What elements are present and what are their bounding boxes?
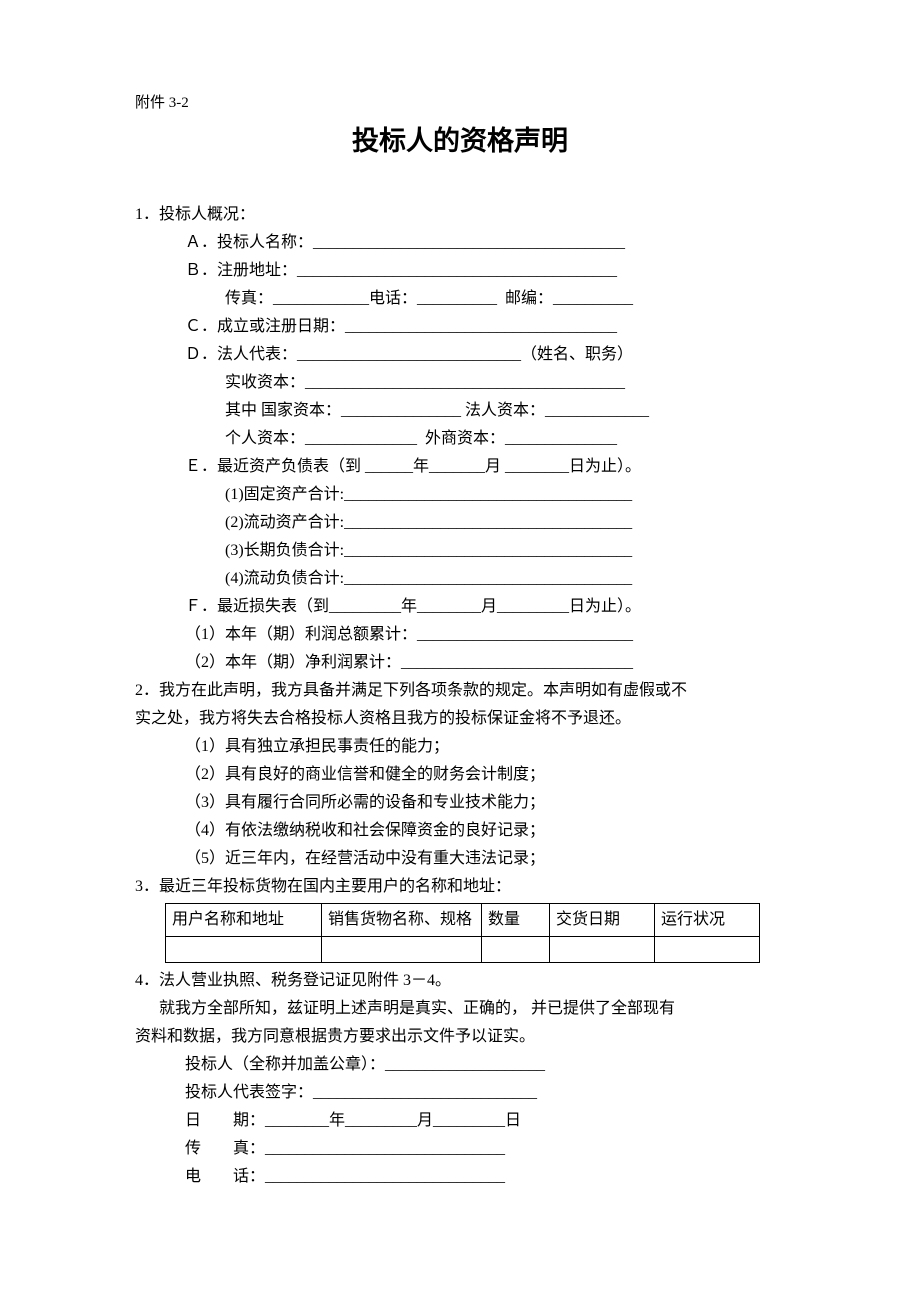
field-registration-date: Ｃ．成立或注册日期：______________________________… <box>135 313 785 341</box>
signature-rep: 投标人代表签字：____________________________ <box>135 1079 785 1107</box>
page-title: 投标人的资格声明 <box>135 118 785 165</box>
field-legal-rep: Ｄ．法人代表：____________________________（姓名、职… <box>135 341 785 369</box>
section-1-heading: 1．投标人概况： <box>135 201 785 229</box>
field-loss-table: Ｆ．最近损失表（到_________年________月_________日为止… <box>135 593 785 621</box>
field-current-debt: (4)流动负债合计:______________________________… <box>135 565 785 593</box>
attachment-label: 附件 3-2 <box>135 90 785 116</box>
field-address: Ｂ．注册地址：_________________________________… <box>135 257 785 285</box>
table-cell <box>655 936 760 962</box>
field-current-assets: (2)流动资产合计:______________________________… <box>135 509 785 537</box>
table-cell <box>482 936 550 962</box>
field-state-legal-capital: 其中 国家资本：_______________ 法人资本：___________… <box>135 397 785 425</box>
table-cell <box>322 936 482 962</box>
table-header: 运行状况 <box>655 903 760 936</box>
field-long-term-debt: (3)长期负债合计:______________________________… <box>135 537 785 565</box>
section-2-p1: 2．我方在此声明，我方具备并满足下列各项条款的规定。本声明如有虚假或不 <box>135 677 785 705</box>
declaration-item-1: （1）具有独立承担民事责任的能力； <box>135 733 785 761</box>
table-cell <box>550 936 655 962</box>
field-total-profit: （1）本年（期）利润总额累计：_________________________… <box>135 621 785 649</box>
table-header-row: 用户名称和地址 销售货物名称、规格 数量 交货日期 运行状况 <box>166 903 760 936</box>
users-table: 用户名称和地址 销售货物名称、规格 数量 交货日期 运行状况 <box>165 903 760 963</box>
section-2-p2: 实之处，我方将失去合格投标人资格且我方的投标保证金将不予退还。 <box>135 705 785 733</box>
section-1: 1．投标人概况： Ａ．投标人名称：_______________________… <box>135 201 785 677</box>
section-3: 3．最近三年投标货物在国内主要用户的名称和地址： 用户名称和地址 销售货物名称、… <box>135 873 785 963</box>
table-header: 数量 <box>482 903 550 936</box>
field-fixed-assets: (1)固定资产合计:______________________________… <box>135 481 785 509</box>
table-header: 交货日期 <box>550 903 655 936</box>
table-header: 销售货物名称、规格 <box>322 903 482 936</box>
table-header: 用户名称和地址 <box>166 903 322 936</box>
signature-fax: 传 真：______________________________ <box>135 1135 785 1163</box>
signature-phone: 电 话：______________________________ <box>135 1163 785 1191</box>
field-personal-foreign-capital: 个人资本：______________ 外商资本：______________ <box>135 425 785 453</box>
field-net-profit: （2）本年（期）净利润累计：__________________________… <box>135 649 785 677</box>
section-4-p2: 资料和数据，我方同意根据贵方要求出示文件予以证实。 <box>135 1023 785 1051</box>
section-4-heading: 4．法人营业执照、税务登记证见附件 3－4。 <box>135 967 785 995</box>
declaration-item-2: （2）具有良好的商业信誉和健全的财务会计制度； <box>135 761 785 789</box>
table-row <box>166 936 760 962</box>
declaration-item-3: （3）具有履行合同所必需的设备和专业技术能力； <box>135 789 785 817</box>
field-balance-sheet: Ｅ．最近资产负债表（到 ______年_______月 ________日为止）… <box>135 453 785 481</box>
table-cell <box>166 936 322 962</box>
signature-company: 投标人（全称并加盖公章）：____________________ <box>135 1051 785 1079</box>
declaration-item-5: （5）近三年内，在经营活动中没有重大违法记录； <box>135 845 785 873</box>
field-fax-phone-zip: 传真：____________电话：__________ 邮编：________… <box>135 285 785 313</box>
section-3-heading: 3．最近三年投标货物在国内主要用户的名称和地址： <box>135 873 785 901</box>
field-paid-capital: 实收资本：___________________________________… <box>135 369 785 397</box>
declaration-item-4: （4）有依法缴纳税收和社会保障资金的良好记录； <box>135 817 785 845</box>
section-2: 2．我方在此声明，我方具备并满足下列各项条款的规定。本声明如有虚假或不 实之处，… <box>135 677 785 873</box>
section-4-p1: 就我方全部所知，兹证明上述声明是真实、正确的， 并已提供了全部现有 <box>135 995 785 1023</box>
signature-date: 日 期：________年_________月_________日 <box>135 1107 785 1135</box>
section-4: 4．法人营业执照、税务登记证见附件 3－4。 就我方全部所知，兹证明上述声明是真… <box>135 967 785 1191</box>
field-bidder-name: Ａ．投标人名称：________________________________… <box>135 229 785 257</box>
